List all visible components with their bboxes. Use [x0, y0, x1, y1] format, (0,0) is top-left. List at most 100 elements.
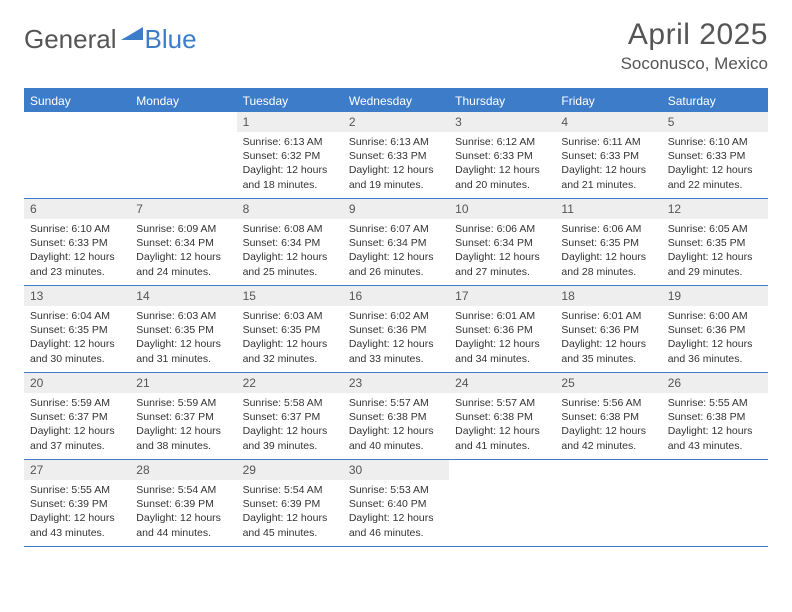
- calendar: Sunday Monday Tuesday Wednesday Thursday…: [24, 88, 768, 547]
- daylight-line: Daylight: 12 hours and 28 minutes.: [561, 250, 655, 278]
- day-number: 30: [343, 460, 449, 480]
- day-cell: 18Sunrise: 6:01 AMSunset: 6:36 PMDayligh…: [555, 286, 661, 372]
- daylight-line: Daylight: 12 hours and 44 minutes.: [136, 511, 230, 539]
- day-cell: 11Sunrise: 6:06 AMSunset: 6:35 PMDayligh…: [555, 199, 661, 285]
- sunrise-line: Sunrise: 6:01 AM: [455, 309, 549, 323]
- logo-text-general: General: [24, 24, 117, 55]
- daylight-line: Daylight: 12 hours and 30 minutes.: [30, 337, 124, 365]
- sunrise-line: Sunrise: 5:53 AM: [349, 483, 443, 497]
- day-number: 22: [237, 373, 343, 393]
- daylight-line: Daylight: 12 hours and 43 minutes.: [30, 511, 124, 539]
- sunset-line: Sunset: 6:36 PM: [455, 323, 549, 337]
- sunset-line: Sunset: 6:33 PM: [668, 149, 762, 163]
- day-details: Sunrise: 6:09 AMSunset: 6:34 PMDaylight:…: [130, 219, 236, 284]
- sunrise-line: Sunrise: 6:08 AM: [243, 222, 337, 236]
- day-cell: 29Sunrise: 5:54 AMSunset: 6:39 PMDayligh…: [237, 460, 343, 546]
- day-details: Sunrise: 6:04 AMSunset: 6:35 PMDaylight:…: [24, 306, 130, 371]
- day-cell: 10Sunrise: 6:06 AMSunset: 6:34 PMDayligh…: [449, 199, 555, 285]
- sunrise-line: Sunrise: 6:00 AM: [668, 309, 762, 323]
- day-number: 28: [130, 460, 236, 480]
- day-details: Sunrise: 5:57 AMSunset: 6:38 PMDaylight:…: [449, 393, 555, 458]
- weekday-header-row: Sunday Monday Tuesday Wednesday Thursday…: [24, 90, 768, 112]
- sunset-line: Sunset: 6:33 PM: [455, 149, 549, 163]
- daylight-line: Daylight: 12 hours and 20 minutes.: [455, 163, 549, 191]
- day-details: Sunrise: 6:12 AMSunset: 6:33 PMDaylight:…: [449, 132, 555, 197]
- day-cell: 23Sunrise: 5:57 AMSunset: 6:38 PMDayligh…: [343, 373, 449, 459]
- sunrise-line: Sunrise: 6:04 AM: [30, 309, 124, 323]
- day-details: Sunrise: 5:59 AMSunset: 6:37 PMDaylight:…: [24, 393, 130, 458]
- day-number-empty: [662, 460, 768, 480]
- sunrise-line: Sunrise: 6:12 AM: [455, 135, 549, 149]
- sunrise-line: Sunrise: 6:11 AM: [561, 135, 655, 149]
- day-details: Sunrise: 6:11 AMSunset: 6:33 PMDaylight:…: [555, 132, 661, 197]
- daylight-line: Daylight: 12 hours and 19 minutes.: [349, 163, 443, 191]
- day-cell: [662, 460, 768, 546]
- weekday-header: Thursday: [449, 90, 555, 112]
- day-details: Sunrise: 6:13 AMSunset: 6:33 PMDaylight:…: [343, 132, 449, 197]
- weekday-header: Tuesday: [237, 90, 343, 112]
- sunrise-line: Sunrise: 6:13 AM: [349, 135, 443, 149]
- week-row: 6Sunrise: 6:10 AMSunset: 6:33 PMDaylight…: [24, 199, 768, 286]
- sunset-line: Sunset: 6:39 PM: [136, 497, 230, 511]
- day-cell: [24, 112, 130, 198]
- sunset-line: Sunset: 6:34 PM: [455, 236, 549, 250]
- day-details: Sunrise: 6:06 AMSunset: 6:35 PMDaylight:…: [555, 219, 661, 284]
- day-details: Sunrise: 5:55 AMSunset: 6:39 PMDaylight:…: [24, 480, 130, 545]
- day-cell: 25Sunrise: 5:56 AMSunset: 6:38 PMDayligh…: [555, 373, 661, 459]
- week-row: 27Sunrise: 5:55 AMSunset: 6:39 PMDayligh…: [24, 460, 768, 547]
- daylight-line: Daylight: 12 hours and 25 minutes.: [243, 250, 337, 278]
- day-cell: 24Sunrise: 5:57 AMSunset: 6:38 PMDayligh…: [449, 373, 555, 459]
- day-number: 23: [343, 373, 449, 393]
- sunrise-line: Sunrise: 5:54 AM: [136, 483, 230, 497]
- day-cell: 3Sunrise: 6:12 AMSunset: 6:33 PMDaylight…: [449, 112, 555, 198]
- day-cell: 15Sunrise: 6:03 AMSunset: 6:35 PMDayligh…: [237, 286, 343, 372]
- sunrise-line: Sunrise: 6:03 AM: [243, 309, 337, 323]
- sunrise-line: Sunrise: 6:03 AM: [136, 309, 230, 323]
- day-number: 10: [449, 199, 555, 219]
- week-row: 20Sunrise: 5:59 AMSunset: 6:37 PMDayligh…: [24, 373, 768, 460]
- day-details: Sunrise: 6:00 AMSunset: 6:36 PMDaylight:…: [662, 306, 768, 371]
- sunset-line: Sunset: 6:33 PM: [561, 149, 655, 163]
- day-cell: 27Sunrise: 5:55 AMSunset: 6:39 PMDayligh…: [24, 460, 130, 546]
- sunset-line: Sunset: 6:34 PM: [349, 236, 443, 250]
- calendar-body: 1Sunrise: 6:13 AMSunset: 6:32 PMDaylight…: [24, 112, 768, 547]
- daylight-line: Daylight: 12 hours and 35 minutes.: [561, 337, 655, 365]
- sunset-line: Sunset: 6:38 PM: [349, 410, 443, 424]
- daylight-line: Daylight: 12 hours and 31 minutes.: [136, 337, 230, 365]
- daylight-line: Daylight: 12 hours and 38 minutes.: [136, 424, 230, 452]
- daylight-line: Daylight: 12 hours and 45 minutes.: [243, 511, 337, 539]
- day-details: Sunrise: 6:01 AMSunset: 6:36 PMDaylight:…: [449, 306, 555, 371]
- sunrise-line: Sunrise: 6:06 AM: [455, 222, 549, 236]
- sunset-line: Sunset: 6:39 PM: [243, 497, 337, 511]
- day-cell: 9Sunrise: 6:07 AMSunset: 6:34 PMDaylight…: [343, 199, 449, 285]
- day-details: Sunrise: 5:53 AMSunset: 6:40 PMDaylight:…: [343, 480, 449, 545]
- daylight-line: Daylight: 12 hours and 29 minutes.: [668, 250, 762, 278]
- sunrise-line: Sunrise: 6:09 AM: [136, 222, 230, 236]
- day-cell: 6Sunrise: 6:10 AMSunset: 6:33 PMDaylight…: [24, 199, 130, 285]
- day-cell: 13Sunrise: 6:04 AMSunset: 6:35 PMDayligh…: [24, 286, 130, 372]
- daylight-line: Daylight: 12 hours and 41 minutes.: [455, 424, 549, 452]
- day-details: Sunrise: 5:57 AMSunset: 6:38 PMDaylight:…: [343, 393, 449, 458]
- day-number: 12: [662, 199, 768, 219]
- day-cell: 5Sunrise: 6:10 AMSunset: 6:33 PMDaylight…: [662, 112, 768, 198]
- day-number: 11: [555, 199, 661, 219]
- day-details: Sunrise: 5:55 AMSunset: 6:38 PMDaylight:…: [662, 393, 768, 458]
- sunrise-line: Sunrise: 6:07 AM: [349, 222, 443, 236]
- day-number: 21: [130, 373, 236, 393]
- sunset-line: Sunset: 6:32 PM: [243, 149, 337, 163]
- logo: General Blue: [24, 24, 197, 55]
- day-cell: 2Sunrise: 6:13 AMSunset: 6:33 PMDaylight…: [343, 112, 449, 198]
- day-details: Sunrise: 5:58 AMSunset: 6:37 PMDaylight:…: [237, 393, 343, 458]
- header: General Blue April 2025 Soconusco, Mexic…: [24, 18, 768, 74]
- day-number-empty: [130, 112, 236, 132]
- sunset-line: Sunset: 6:40 PM: [349, 497, 443, 511]
- week-row: 13Sunrise: 6:04 AMSunset: 6:35 PMDayligh…: [24, 286, 768, 373]
- sunset-line: Sunset: 6:37 PM: [243, 410, 337, 424]
- sunrise-line: Sunrise: 5:57 AM: [349, 396, 443, 410]
- day-details: Sunrise: 6:13 AMSunset: 6:32 PMDaylight:…: [237, 132, 343, 197]
- day-number-empty: [449, 460, 555, 480]
- day-details: Sunrise: 6:01 AMSunset: 6:36 PMDaylight:…: [555, 306, 661, 371]
- sunrise-line: Sunrise: 5:55 AM: [30, 483, 124, 497]
- day-cell: 16Sunrise: 6:02 AMSunset: 6:36 PMDayligh…: [343, 286, 449, 372]
- title-block: April 2025 Soconusco, Mexico: [621, 18, 768, 74]
